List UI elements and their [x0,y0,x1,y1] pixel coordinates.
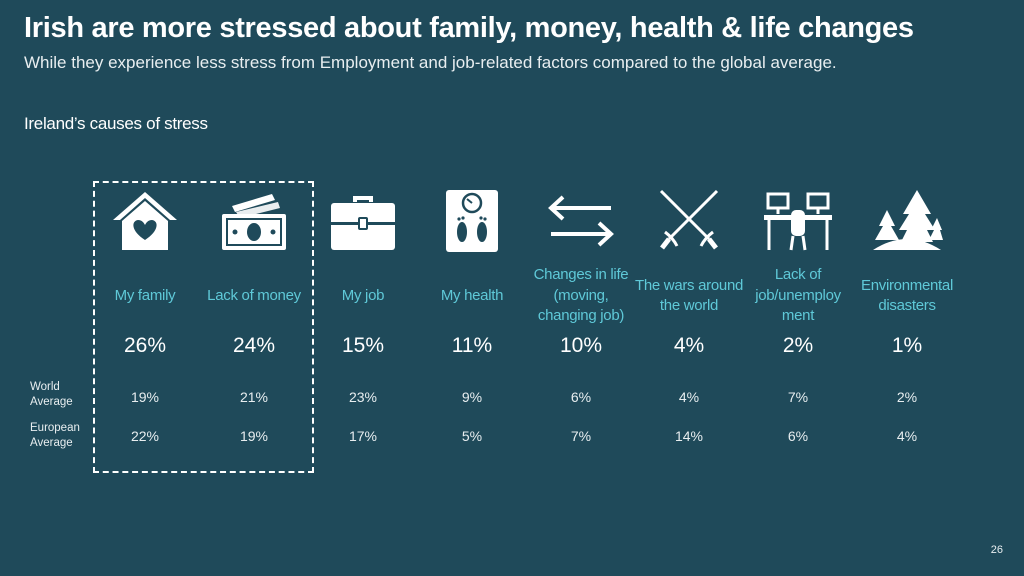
ireland-pct-money: 24% [232,334,276,357]
europe-pct-environment: 4% [896,428,918,444]
label-unemployment: Lack of job/unemploy ment [755,266,841,325]
europe-pct-family: 22% [130,428,160,444]
exchange-arrows-icon [526,188,636,254]
ireland-pct-job: 15% [341,334,385,357]
money-icon [199,188,309,254]
trees-icon [852,188,962,254]
europe-pct-health: 5% [461,428,483,444]
ireland-pct-health: 11% [451,334,493,357]
world-pct-environment: 2% [896,389,918,405]
label-environment: Environmental disasters [861,276,953,315]
ireland-pct-family: 26% [123,334,167,357]
world-pct-life-changes: 6% [570,389,592,405]
europe-pct-money: 19% [239,428,269,444]
row-label-europe: European Average [30,421,80,451]
page-subtitle: While they experience less stress from E… [24,53,837,72]
europe-pct-wars: 14% [674,428,704,444]
world-pct-unemployment: 7% [787,389,809,405]
world-pct-job: 23% [348,389,378,405]
row-label-europe-line1: European [30,422,80,434]
label-family: My family [114,286,176,304]
ireland-pct-unemployment: 2% [782,334,814,357]
label-health: My health [440,286,504,304]
label-life-changes: Changes in life (moving, changing job) [533,266,629,325]
world-pct-wars: 4% [678,389,700,405]
page-title: Irish are more stressed about family, mo… [24,12,914,44]
row-label-world: World Average [30,380,73,410]
row-label-europe-line2: Average [30,437,73,449]
label-job: My job [341,286,385,304]
row-label-world-line1: World [30,381,60,393]
ireland-pct-environment: 1% [891,334,923,357]
world-pct-money: 21% [239,389,269,405]
europe-pct-life-changes: 7% [570,428,592,444]
europe-pct-job: 17% [348,428,378,444]
world-pct-family: 19% [130,389,160,405]
desks-icon [743,188,853,254]
house-heart-icon [90,188,200,254]
crossed-swords-icon [634,188,744,254]
world-pct-health: 9% [461,389,483,405]
ireland-pct-life-changes: 10% [559,334,603,357]
label-money: Lack of money [207,286,301,304]
section-title: Ireland’s causes of stress [24,114,208,133]
ireland-pct-wars: 4% [673,334,705,357]
briefcase-icon [308,188,418,254]
europe-pct-unemployment: 6% [787,428,809,444]
page-number: 26 [990,544,1003,556]
scale-icon [417,188,527,254]
highlight-box [93,181,314,473]
label-wars: The wars around the world [634,276,744,315]
row-label-world-line2: Average [30,396,73,408]
